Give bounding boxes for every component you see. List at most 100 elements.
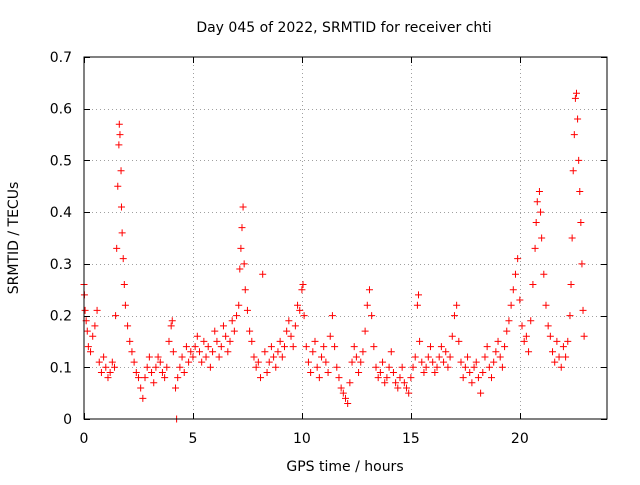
data-point [246, 327, 254, 335]
data-point [459, 374, 467, 382]
data-point [191, 343, 199, 351]
data-point [442, 348, 450, 356]
data-point [100, 353, 108, 361]
data-point [570, 131, 578, 139]
data-point [168, 317, 176, 325]
data-point [302, 343, 310, 351]
data-point [446, 353, 454, 361]
data-point [549, 348, 557, 356]
data-point [211, 327, 219, 335]
data-point [187, 348, 195, 356]
data-point [116, 131, 124, 139]
data-point [248, 337, 256, 345]
data-point [569, 167, 577, 175]
data-point [403, 384, 411, 392]
data-point [387, 348, 395, 356]
data-point [426, 343, 434, 351]
data-point [217, 343, 225, 351]
data-point [335, 374, 343, 382]
data-point [102, 363, 110, 371]
data-point [368, 312, 376, 320]
x-tick-label: 5 [188, 431, 197, 447]
data-point [453, 301, 461, 309]
data-point [134, 374, 142, 382]
data-point [252, 363, 260, 371]
data-point [237, 244, 245, 252]
data-point [165, 337, 173, 345]
data-point [505, 317, 513, 325]
data-point [574, 115, 582, 123]
data-point [178, 353, 186, 361]
x-tick-label: 15 [402, 431, 420, 447]
data-point [385, 363, 393, 371]
data-point [117, 167, 125, 175]
data-point [413, 301, 421, 309]
data-point [180, 368, 188, 376]
data-point [200, 337, 208, 345]
data-point [233, 312, 241, 320]
data-point [357, 358, 365, 366]
data-point [553, 337, 561, 345]
data-point [566, 312, 574, 320]
data-point [531, 244, 539, 252]
data-point [359, 348, 367, 356]
data-point [263, 368, 271, 376]
data-point [215, 353, 223, 361]
x-tick-label: 20 [511, 431, 529, 447]
data-point [236, 265, 244, 273]
data-point [291, 322, 299, 330]
data-point [235, 301, 243, 309]
data-point [313, 363, 321, 371]
data-point [444, 363, 452, 371]
data-point [433, 363, 441, 371]
data-point [145, 353, 153, 361]
data-point [156, 358, 164, 366]
data-point [337, 384, 345, 392]
data-point [81, 306, 89, 314]
data-point [280, 343, 288, 351]
data-point [118, 229, 126, 237]
data-point [540, 270, 548, 278]
data-point [535, 187, 543, 195]
data-point [87, 348, 95, 356]
data-point [352, 353, 360, 361]
data-point [461, 363, 469, 371]
data-point [431, 368, 439, 376]
data-point [342, 394, 349, 402]
data-point [97, 368, 105, 376]
data-point [333, 363, 341, 371]
data-point [137, 384, 145, 392]
x-axis-label: GPS time / hours [286, 459, 403, 475]
data-point [370, 343, 378, 351]
data-point [318, 353, 326, 361]
data-point [185, 358, 193, 366]
data-point [95, 358, 103, 366]
data-point [383, 374, 391, 382]
data-point [195, 348, 203, 356]
data-point [418, 358, 426, 366]
data-point [572, 89, 580, 97]
data-point [576, 187, 584, 195]
data-point [511, 270, 519, 278]
data-point [409, 363, 417, 371]
data-point [485, 363, 493, 371]
data-point [104, 374, 112, 382]
data-point [372, 363, 380, 371]
data-point [259, 270, 267, 278]
data-point [488, 374, 496, 382]
data-point [400, 379, 408, 387]
data-point [455, 337, 463, 345]
data-point [544, 322, 552, 330]
data-point [555, 353, 563, 361]
data-point [206, 363, 214, 371]
data-point [274, 348, 282, 356]
data-point [132, 368, 140, 376]
data-point [503, 327, 511, 335]
data-point [376, 368, 384, 376]
data-point [285, 317, 293, 325]
data-point [265, 358, 273, 366]
data-point [564, 337, 572, 345]
data-point [470, 363, 478, 371]
data-point [518, 322, 526, 330]
data-point [498, 363, 506, 371]
